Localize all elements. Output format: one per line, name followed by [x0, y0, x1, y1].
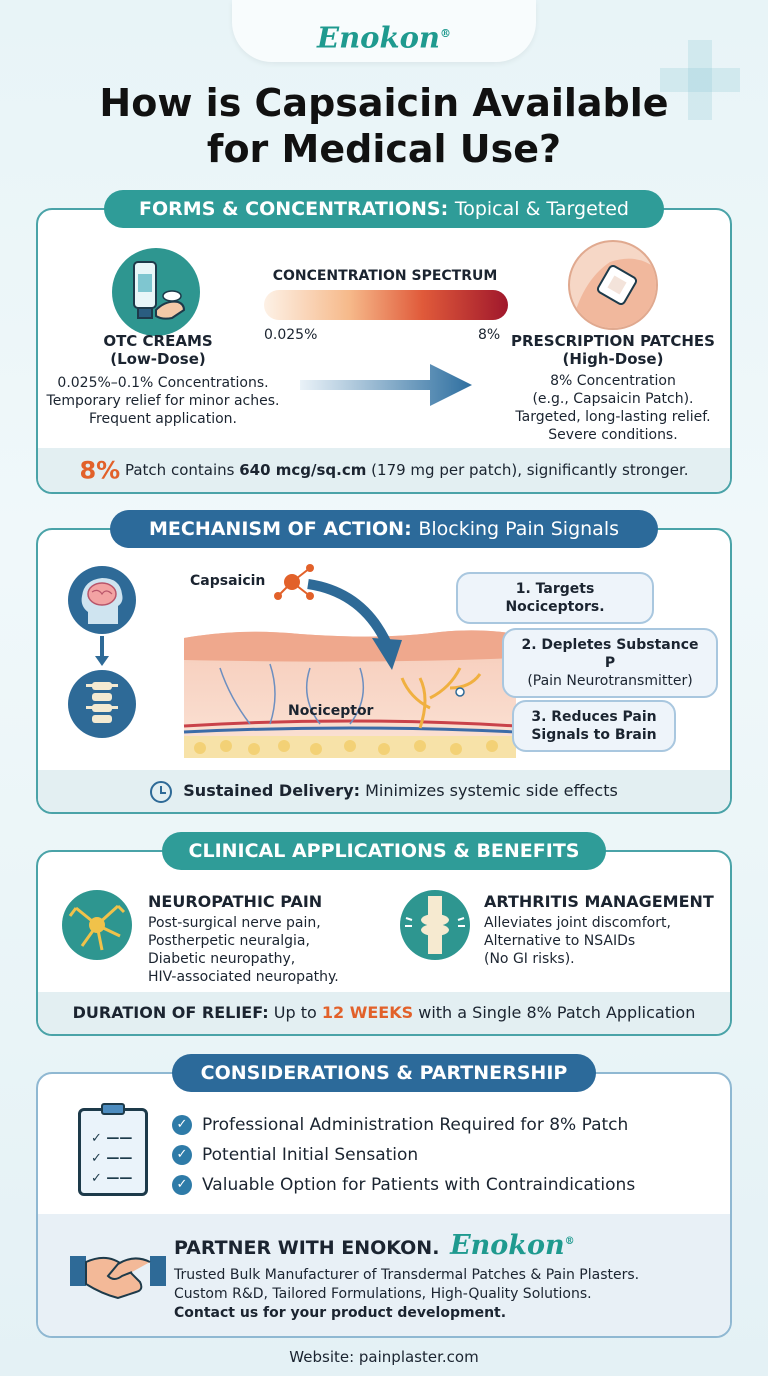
partner-section: PARTNER WITH ENOKON. Enokon® Trusted Bul…: [38, 1214, 730, 1336]
arthritis-title: ARTHRITIS MANAGEMENT: [484, 892, 714, 911]
rx-description: 8% Concentration (e.g., Capsaicin Patch).…: [515, 373, 711, 443]
clinical-footer: DURATION OF RELIEF: Up to 12 WEEKS with …: [38, 992, 730, 1034]
check-icon: ✓: [172, 1115, 192, 1135]
otc-description: 0.025%–0.1% Concentrations. Temporary rel…: [46, 375, 280, 427]
brand-logo-top: Enokon®: [232, 0, 536, 62]
consideration-item: ✓ Valuable Option for Patients with Contr…: [172, 1170, 635, 1200]
skin-cross-section-diagram: [183, 630, 517, 758]
spectrum-title: CONCENTRATION SPECTRUM: [272, 268, 498, 284]
otc-title: OTC CREAMS: [103, 332, 213, 350]
neuron-icon: [62, 890, 132, 960]
mechanism-card: Capsaicin Nociceptor 1. Targets Nocicept…: [36, 528, 732, 814]
brain-icon: [68, 566, 136, 634]
rx-subtitle: (High-Dose): [562, 350, 664, 368]
clock-icon: [150, 780, 173, 803]
background-cross-decoration: [660, 40, 740, 120]
step-reduces-pain-signals: 3. Reduces Pain Signals to Brain: [512, 700, 676, 752]
considerations-list: ✓ Professional Administration Required fo…: [172, 1110, 635, 1200]
spectrum-max-label: 8%: [478, 327, 501, 343]
nociceptor-label: Nociceptor: [288, 703, 374, 719]
neuropathic-description: Post-surgical nerve pain, Postherpetic ne…: [148, 915, 339, 985]
capsaicin-molecule-icon: [274, 564, 314, 600]
cream-tube-icon: [112, 248, 200, 336]
skin-patch-icon: [568, 240, 658, 330]
consideration-item: ✓ Potential Initial Sensation: [172, 1140, 635, 1170]
page-title: How is Capsaicin Available for Medical U…: [0, 80, 768, 172]
partner-title: PARTNER WITH ENOKON. Enokon®: [174, 1230, 575, 1261]
check-icon: ✓: [172, 1175, 192, 1195]
consideration-item: ✓ Professional Administration Required fo…: [172, 1110, 635, 1140]
considerations-card: ✓ —— ✓ —— ✓ —— ✓ Professional Administratio…: [36, 1072, 732, 1338]
rx-title: PRESCRIPTION PATCHES: [511, 332, 715, 350]
website-link[interactable]: Website: painplaster.com: [289, 1348, 479, 1366]
clipboard-checklist-icon: ✓ —— ✓ —— ✓ ——: [78, 1103, 148, 1196]
concentration-gradient-bar: [264, 290, 508, 320]
spine-icon: [68, 670, 136, 738]
arthritis-description: Alleviates joint discomfort, Alternative …: [484, 915, 671, 967]
down-arrow-icon: [95, 636, 109, 666]
step-targets-nociceptors: 1. Targets Nociceptors.: [456, 572, 654, 624]
step-depletes-substance-p: 2. Depletes Substance P (Pain Neurotransm…: [502, 628, 718, 698]
check-icon: ✓: [172, 1145, 192, 1165]
otc-subtitle: (Low-Dose): [110, 350, 206, 368]
handshake-icon: [70, 1256, 166, 1300]
title-line-1: How is Capsaicin Available: [99, 81, 669, 125]
capsaicin-label: Capsaicin: [190, 573, 266, 589]
knee-joint-icon: [400, 890, 470, 960]
forms-footer: 8% Patch contains 640 mcg/sq.cm (179 mg …: [38, 448, 730, 492]
considerations-section-header: CONSIDERATIONS & PARTNERSHIP: [172, 1054, 596, 1092]
brand-logo-inline: Enokon®: [450, 1230, 575, 1261]
clinical-card: NEUROPATHIC PAIN Post-surgical nerve pai…: [36, 850, 732, 1036]
title-line-2: for Medical Use?: [206, 127, 562, 171]
mechanism-footer: Sustained Delivery: Minimizes systemic s…: [38, 770, 730, 812]
mechanism-section-header: MECHANISM OF ACTION: Blocking Pain Signa…: [110, 510, 658, 548]
forms-section-header: FORMS & CONCENTRATIONS: Topical & Target…: [104, 190, 664, 228]
capsaicin-entry-arrow: [307, 579, 402, 670]
forms-card: OTC CREAMS (Low-Dose) 0.025%–0.1% Concen…: [36, 208, 732, 494]
partner-description: Trusted Bulk Manufacturer of Transdermal…: [174, 1267, 640, 1321]
right-arrow-icon: [300, 364, 472, 406]
clinical-section-header: CLINICAL APPLICATIONS & BENEFITS: [162, 832, 606, 870]
neuropathic-title: NEUROPATHIC PAIN: [148, 892, 323, 911]
spectrum-min-label: 0.025%: [264, 327, 318, 343]
